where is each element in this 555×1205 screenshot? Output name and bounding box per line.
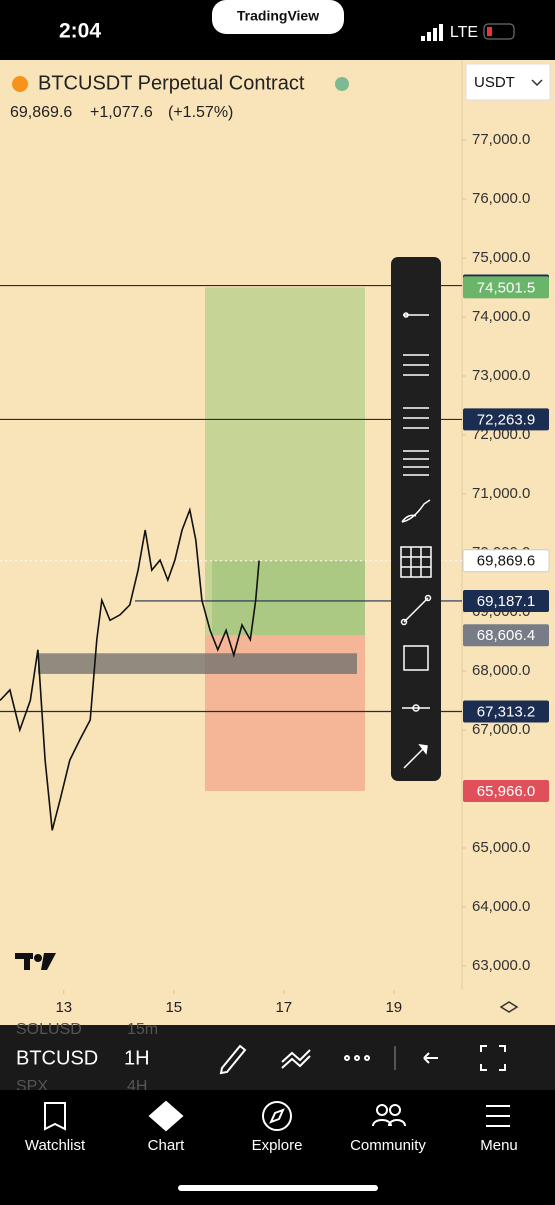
price-label: 65,966.0	[477, 783, 535, 800]
tv-logo	[15, 953, 56, 970]
price-label: 69,869.6	[477, 553, 535, 570]
battery	[483, 23, 515, 40]
x-tick-label: 19	[385, 999, 402, 1016]
price-label-bg	[463, 700, 549, 723]
ghost-symbol: SOLUSD	[16, 1021, 82, 1038]
y-tick-label: 63,000.0	[472, 957, 530, 974]
y-tick-label: 71,000.0	[472, 485, 530, 502]
signal	[421, 24, 443, 41]
tab-label[interactable]: Chart	[148, 1137, 186, 1154]
bottom-toolbar	[0, 1025, 555, 1090]
time-axis-labels: 13 15 17 19	[55, 990, 402, 1016]
drawing-toolbar	[391, 257, 441, 781]
price-label-bg	[463, 408, 549, 431]
y-tick-label: 65,000.0	[472, 839, 530, 856]
tab-label[interactable]: Explore	[252, 1137, 303, 1154]
price-label: 68,606.4	[477, 627, 535, 644]
tab-label[interactable]: Community	[350, 1137, 426, 1154]
price-label-bg	[463, 779, 549, 802]
zone	[38, 653, 357, 674]
time: 2:04	[59, 20, 101, 43]
tab-icons	[44, 1100, 510, 1132]
toolbar-interval[interactable]: 1H	[124, 1047, 150, 1069]
price-label: 74,501.5	[477, 279, 535, 296]
x-tick-label: 17	[275, 999, 292, 1016]
battery-level	[487, 27, 492, 36]
price-label-bg	[462, 549, 550, 573]
price-label: 72,263.9	[477, 411, 535, 428]
network: LTE	[450, 24, 478, 41]
x-tick-label: 13	[55, 999, 72, 1016]
tabs: Watchlist Chart Explore Community Menu	[25, 1137, 518, 1154]
current-profit	[212, 560, 365, 636]
price-label-bg	[463, 624, 549, 647]
y-tick-label: 77,000.0	[472, 131, 530, 148]
settings-icon[interactable]	[499, 1001, 519, 1013]
price-label: 67,313.2	[477, 703, 535, 720]
plot: 63,000.064,000.065,000.066,000.067,000.0…	[0, 131, 550, 974]
toolbar-icons[interactable]	[219, 1044, 506, 1075]
chevron	[531, 79, 543, 87]
y-tick-label: 67,000.0	[472, 721, 530, 738]
y-tick-label: 74,000.0	[472, 308, 530, 325]
y-tick-label: 75,000.0	[472, 249, 530, 266]
price-label: 69,187.1	[477, 593, 535, 610]
time-axis	[0, 990, 555, 1025]
currency: USDT	[474, 74, 515, 91]
symbol-title: BTCUSDT Perpetual Contract	[38, 72, 305, 94]
y-tick-label: 64,000.0	[472, 898, 530, 915]
currency-select[interactable]	[465, 63, 551, 101]
change: +1,077.6	[90, 104, 153, 121]
toolbar-symbol[interactable]: BTCUSD	[16, 1047, 98, 1069]
price-line	[0, 507, 260, 831]
price-label-bg	[463, 276, 549, 299]
price-label-bg	[463, 589, 549, 612]
ghost-interval: 15m	[127, 1021, 158, 1038]
change-pct: (+1.57%)	[168, 104, 233, 121]
btc-icon	[12, 76, 28, 92]
status-dot	[335, 77, 349, 91]
x-tick-label: 15	[165, 999, 182, 1016]
tab-bar	[0, 1090, 555, 1200]
y-tick-label: 76,000.0	[472, 190, 530, 207]
tab-label[interactable]: Watchlist	[25, 1137, 86, 1154]
home-indicator	[178, 1185, 378, 1191]
tab-label[interactable]: Menu	[480, 1137, 518, 1154]
y-tick-label: 68,000.0	[472, 662, 530, 679]
last-price: 69,869.6	[10, 104, 72, 121]
y-tick-label: 73,000.0	[472, 367, 530, 384]
app-pill	[212, 0, 344, 34]
app-name: TradingView	[237, 8, 319, 24]
